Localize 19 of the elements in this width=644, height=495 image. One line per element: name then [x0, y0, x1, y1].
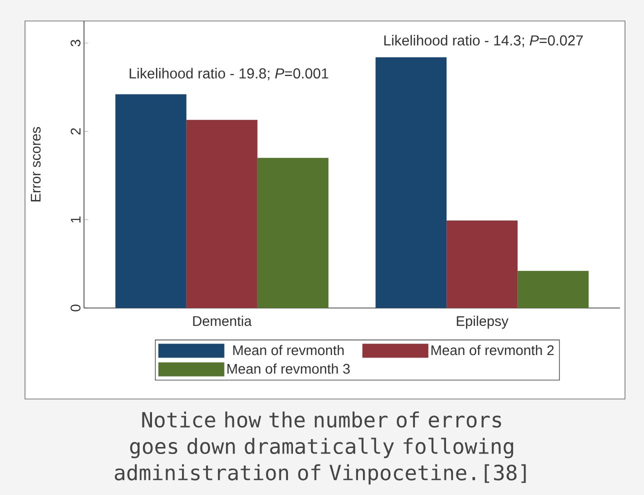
text: Notice how the number of errors goes down dramatically following administration of Vinpocetine.[38] [114, 411, 526, 485]
x-tick-label: Dementia [193, 316, 252, 326]
y-axis-title: Error scores [30, 127, 41, 202]
legend-label: Mean of revmonth 3 [227, 364, 350, 374]
x-tick-label: Epilepsy [456, 316, 508, 329]
bar [257, 158, 328, 308]
y-tick-label: 0 [70, 304, 80, 312]
bar [186, 120, 258, 308]
bar [376, 57, 447, 308]
y-tick-label: 2 [70, 128, 80, 135]
y-tick-label: 1 [70, 216, 80, 222]
bar [446, 220, 518, 308]
y-tick-label: 3 [70, 40, 80, 46]
annotation: Likelihood ratio - 19.8; P=0.001 [130, 68, 328, 80]
bar [518, 270, 589, 308]
annotation: Likelihood ratio - 14.3; P=0.027 [384, 34, 583, 48]
legend-label: Mean of revmonth [233, 344, 344, 356]
legend-label: Mean of revmonth 2 [431, 344, 554, 356]
bar [115, 94, 186, 308]
